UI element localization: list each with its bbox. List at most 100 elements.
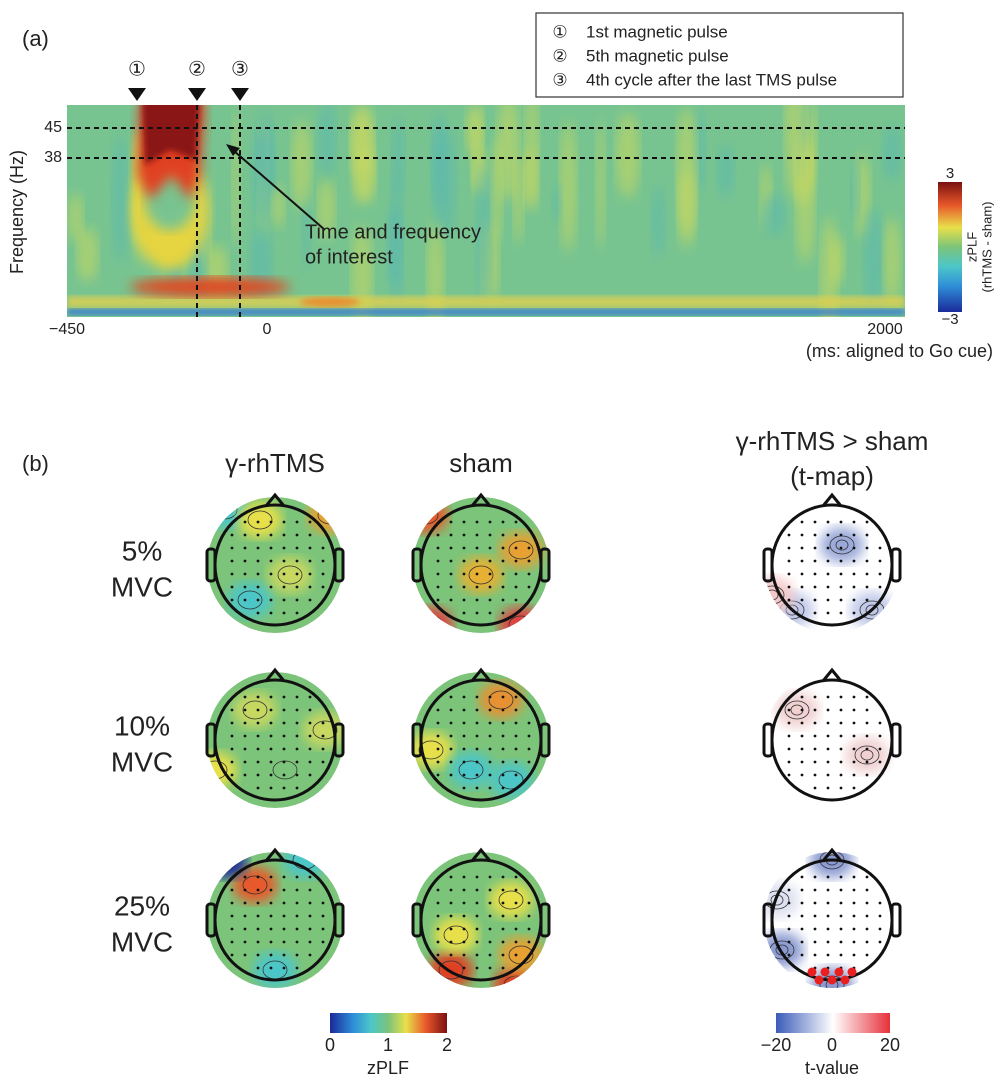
electrode: [449, 598, 453, 602]
topo-contour: [854, 745, 880, 765]
electrode: [475, 695, 479, 699]
electrode: [813, 734, 817, 738]
heatmap-texture: [513, 155, 524, 244]
heatmap-texture: [883, 217, 901, 305]
electrode: [514, 559, 518, 563]
electrode: [462, 695, 466, 699]
heatmap-texture: [651, 184, 666, 259]
electrode: [243, 520, 247, 524]
electrode: [308, 598, 312, 602]
electrode: [475, 533, 479, 537]
electrode: [852, 786, 856, 790]
electrode: [501, 734, 505, 738]
topo-contour: [247, 510, 273, 530]
electrode: [462, 734, 466, 738]
electrode: [852, 546, 856, 550]
topo-contour: [498, 770, 524, 790]
electrode: [501, 708, 505, 712]
electrode: [243, 888, 247, 892]
electrode: [295, 773, 299, 777]
electrode: [488, 585, 492, 589]
electrode: [462, 721, 466, 725]
electrode: [839, 572, 843, 576]
electrode: [256, 875, 260, 879]
arrow-head: [226, 144, 240, 156]
topo-contour: [212, 852, 238, 870]
heatmap-texture: [351, 105, 375, 205]
electrode: [462, 708, 466, 712]
electrode: [787, 598, 791, 602]
topoplot: [762, 667, 902, 808]
electrode: [826, 546, 830, 550]
electrode: [243, 773, 247, 777]
topoplot: [762, 847, 902, 988]
head-nose: [264, 667, 286, 682]
topo-blob: [308, 497, 343, 533]
electrode: [308, 747, 312, 751]
electrode: [436, 888, 440, 892]
electrode: [256, 760, 260, 764]
electrode: [462, 747, 466, 751]
electrode: [230, 708, 234, 712]
heatmap-texture: [491, 135, 503, 242]
head-nose: [264, 492, 286, 507]
electrode: [256, 546, 260, 550]
electrode: [256, 520, 260, 524]
topo-contour: [785, 604, 799, 616]
electrode: [501, 695, 505, 699]
topoplot: [411, 667, 551, 808]
electrode: [488, 747, 492, 751]
electrode: [527, 927, 531, 931]
electrode: [243, 695, 247, 699]
electrode: [243, 734, 247, 738]
electrode: [839, 940, 843, 944]
electrode: [269, 760, 273, 764]
electrode: [800, 760, 804, 764]
topo-blob: [413, 497, 448, 533]
colorbar-tick: 20: [880, 1035, 900, 1055]
electrode: [800, 572, 804, 576]
topo-blob: [233, 867, 277, 903]
electrode: [449, 533, 453, 537]
electrode: [230, 927, 234, 931]
electrode: [230, 546, 234, 550]
electrode: [800, 533, 804, 537]
electrode: [488, 760, 492, 764]
head-ear: [539, 547, 551, 583]
electrode: [852, 611, 856, 615]
colorbar-label: t-value: [805, 1058, 859, 1078]
electrode: [826, 520, 830, 524]
electrode: [501, 598, 505, 602]
electrode: [230, 760, 234, 764]
electrode: [514, 572, 518, 576]
electrode: [878, 721, 882, 725]
electrode: [878, 760, 882, 764]
electrode: [787, 734, 791, 738]
topo-contour: [272, 760, 298, 780]
head-ear: [411, 547, 423, 583]
heatmap-texture: [386, 205, 403, 290]
electrode: [462, 520, 466, 524]
pulse-marker: [188, 88, 206, 101]
electrode: [501, 533, 505, 537]
electrode: [282, 966, 286, 970]
electrode: [295, 940, 299, 944]
pulse-marker: [231, 88, 249, 101]
electrode: [501, 953, 505, 957]
electrode: [462, 572, 466, 576]
electrode: [230, 747, 234, 751]
significant-electrode: [827, 975, 837, 985]
electrode: [865, 559, 869, 563]
electrode: [501, 760, 505, 764]
electrode: [475, 953, 479, 957]
electrode: [839, 875, 843, 879]
electrode: [243, 572, 247, 576]
colorbar-label: (rhTMS - sham): [979, 202, 994, 293]
electrode: [269, 747, 273, 751]
heatmap-texture: [497, 105, 520, 202]
electrode: [501, 773, 505, 777]
electrode: [501, 572, 505, 576]
electrode: [256, 786, 260, 790]
colorbar-label: zPLF: [367, 1058, 409, 1078]
electrode: [449, 888, 453, 892]
